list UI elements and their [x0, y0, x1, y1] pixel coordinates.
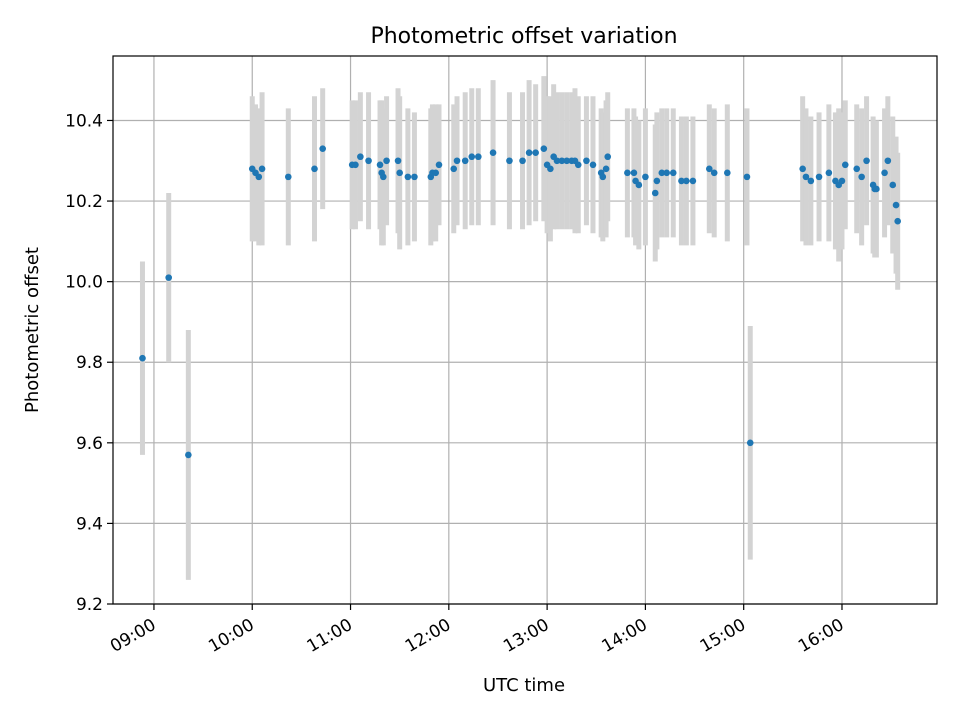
data-point: [357, 153, 364, 161]
y-tick-label: 10.0: [65, 273, 103, 293]
data-point: [838, 177, 846, 185]
data-point: [365, 157, 372, 165]
y-tick-label: 9.6: [76, 434, 103, 454]
chart-title: Photometric offset variation: [370, 24, 677, 49]
data-point: [553, 157, 561, 165]
data-point: [653, 177, 661, 185]
data-point: [658, 169, 666, 177]
x-axis: 09:00 10:00 11:00 12:00 13:00 14:00 15:00 16:00: [107, 604, 847, 657]
data-point: [743, 173, 751, 181]
data-point: [894, 217, 901, 225]
data-point: [689, 177, 697, 185]
data-point: [602, 165, 610, 173]
data-point: [589, 161, 597, 169]
data-point: [376, 161, 384, 169]
data-point: [563, 157, 571, 165]
y-tick-label: 10.2: [65, 192, 103, 212]
x-tick-label: 10:00: [205, 615, 257, 657]
data-point: [185, 451, 192, 459]
data-point: [841, 161, 849, 169]
data-point: [815, 173, 823, 181]
data-point: [705, 165, 713, 173]
data-point: [881, 169, 888, 177]
data-point: [525, 149, 533, 157]
data-point: [311, 165, 318, 173]
x-tick-label: 16:00: [795, 615, 847, 657]
y-axis-label: Photometric offset: [22, 247, 43, 413]
data-point: [352, 161, 359, 169]
data-point: [825, 169, 833, 177]
data-point: [468, 153, 476, 161]
x-tick-label: 11:00: [304, 615, 356, 657]
data-point: [258, 165, 266, 173]
data-point: [574, 161, 582, 169]
data-point: [411, 173, 418, 181]
data-point: [651, 189, 659, 197]
data-point: [892, 201, 900, 209]
data-point: [519, 157, 526, 165]
data-point: [394, 157, 402, 165]
y-tick-label: 9.8: [76, 353, 103, 373]
x-tick-label: 14:00: [598, 615, 650, 657]
data-point: [165, 274, 172, 281]
data-point: [532, 149, 539, 157]
data-point: [506, 157, 513, 165]
data-point: [853, 165, 861, 173]
error-bars: [139, 76, 901, 580]
data-point: [599, 173, 607, 181]
data-point: [547, 165, 554, 173]
data-point: [435, 161, 443, 169]
y-tick-label: 10.4: [65, 111, 103, 131]
data-point: [255, 173, 263, 181]
data-point: [319, 145, 326, 152]
data-point: [873, 185, 880, 193]
data-point: [663, 169, 671, 177]
x-tick-label: 15:00: [697, 615, 749, 657]
data-point: [669, 169, 677, 177]
data-point: [807, 177, 815, 185]
data-point: [284, 173, 292, 181]
plot-frame: [112, 55, 938, 605]
data-point: [558, 157, 566, 165]
data-point: [396, 169, 403, 177]
data-point: [863, 157, 870, 165]
data-point: [383, 157, 390, 165]
data-point: [475, 153, 482, 161]
data-point: [642, 173, 649, 181]
data-point: [678, 177, 685, 185]
data-points: [139, 145, 901, 459]
data-point: [889, 181, 897, 189]
x-axis-label: UTC time: [483, 675, 565, 696]
data-point: [724, 169, 731, 177]
data-point: [635, 181, 643, 189]
data-point: [404, 173, 412, 181]
y-tick-label: 9.2: [76, 595, 103, 615]
x-tick-label: 12:00: [402, 615, 454, 657]
data-point: [858, 173, 865, 181]
y-tick-label: 9.4: [76, 514, 103, 534]
data-point: [799, 165, 806, 173]
data-point: [802, 173, 810, 181]
data-point: [710, 169, 718, 177]
data-point: [379, 173, 387, 181]
data-point: [540, 145, 548, 152]
data-point: [489, 149, 497, 157]
data-point: [884, 157, 892, 165]
data-point: [461, 157, 469, 165]
data-point: [624, 169, 631, 177]
data-point: [604, 153, 612, 161]
data-point: [583, 157, 590, 165]
data-point: [450, 165, 458, 173]
data-point: [746, 439, 754, 447]
x-tick-label: 13:00: [500, 615, 552, 657]
data-point: [683, 177, 690, 185]
data-point: [630, 169, 638, 177]
data-point: [139, 354, 146, 362]
data-point: [453, 157, 461, 165]
x-tick-label: 09:00: [107, 615, 159, 657]
data-point: [432, 169, 440, 177]
y-axis: 9.2 9.4 9.6 9.8 10.0 10.2 10.4: [65, 111, 113, 615]
